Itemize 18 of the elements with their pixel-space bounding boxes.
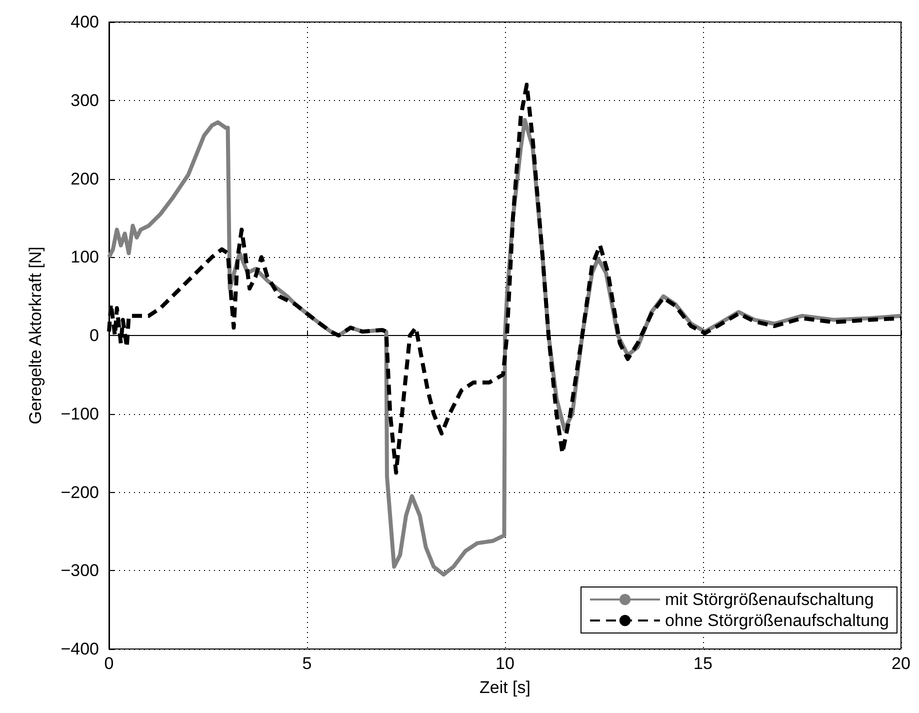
y-tick-label: −200	[60, 482, 99, 502]
y-tick-label: −100	[60, 404, 99, 424]
y-tick-label: −400	[60, 640, 99, 658]
y-tick-label: −300	[60, 561, 99, 580]
x-tick-label: 20	[892, 654, 910, 673]
y-tick-label: 100	[70, 248, 99, 267]
y-tick-label: 300	[70, 90, 99, 110]
y-tick-label: 200	[70, 169, 99, 188]
x-tick-label: 10	[496, 654, 514, 673]
x-tick-label: 0	[104, 654, 114, 673]
x-axis-title: Zeit [s]	[479, 678, 531, 697]
x-tick-label: 15	[694, 654, 712, 673]
y-tick-label: 0	[90, 326, 99, 345]
legend-label: ohne Störgrößenaufschaltung	[665, 611, 890, 630]
y-tick-label: 400	[70, 12, 99, 32]
x-tick-label: 5	[302, 654, 312, 673]
legend-label: mit Störgrößenaufschaltung	[665, 590, 874, 609]
y-axis-title: Geregelte Aktorkraft [N]	[26, 246, 45, 424]
